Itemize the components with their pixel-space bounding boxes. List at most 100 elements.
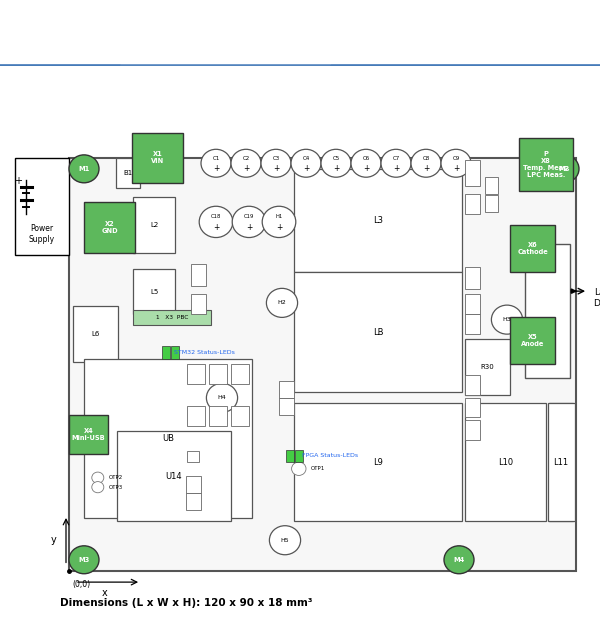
Polygon shape — [120, 0, 390, 66]
Bar — [465, 398, 480, 417]
Bar — [0, 64, 600, 65]
Bar — [465, 420, 480, 440]
Bar — [0, 64, 600, 66]
Bar — [0, 64, 600, 65]
Bar — [0, 65, 600, 66]
Text: B1: B1 — [123, 170, 133, 176]
Bar — [231, 406, 249, 426]
Bar — [0, 65, 600, 66]
Circle shape — [444, 546, 474, 573]
Bar — [0, 64, 600, 65]
Bar — [0, 64, 600, 65]
Bar — [0, 65, 600, 66]
Text: L5: L5 — [150, 289, 158, 295]
Circle shape — [201, 149, 231, 177]
Bar — [0, 65, 600, 66]
Bar — [187, 364, 205, 384]
Text: U14: U14 — [166, 472, 182, 480]
Bar — [0, 64, 600, 65]
Bar — [0, 64, 600, 65]
Bar — [0, 65, 600, 66]
Text: M1: M1 — [79, 166, 89, 172]
Text: C4: C4 — [302, 156, 310, 161]
Text: Dimensions (L x W x H): 120 x 90 x 18 mm³: Dimensions (L x W x H): 120 x 90 x 18 mm… — [60, 598, 312, 608]
Text: H5: H5 — [281, 538, 289, 543]
Bar — [465, 403, 546, 520]
Text: X1
VIN: X1 VIN — [151, 151, 164, 164]
Bar — [0, 64, 600, 65]
Circle shape — [69, 155, 99, 183]
Bar — [0, 64, 600, 65]
Bar — [0, 64, 600, 65]
Bar — [0, 64, 600, 65]
Text: x: x — [102, 588, 108, 598]
Text: y: y — [51, 535, 57, 545]
Text: L6: L6 — [92, 331, 100, 336]
Text: +: + — [213, 223, 219, 232]
Bar — [519, 138, 573, 191]
Bar — [0, 65, 600, 66]
Bar — [0, 64, 600, 65]
Text: M3: M3 — [79, 557, 89, 563]
Text: H3: H3 — [503, 317, 511, 322]
Text: UB: UB — [162, 434, 174, 443]
Text: FPGA Status-LEDs: FPGA Status-LEDs — [302, 454, 358, 459]
Bar — [133, 270, 175, 314]
Bar — [0, 65, 600, 66]
Bar — [209, 406, 227, 426]
Text: LB: LB — [373, 328, 383, 337]
Bar — [231, 364, 249, 384]
Bar — [485, 195, 498, 212]
Bar — [117, 431, 231, 520]
Circle shape — [261, 149, 291, 177]
Bar — [84, 202, 135, 253]
Circle shape — [232, 207, 266, 238]
Bar — [0, 64, 600, 66]
Bar — [0, 64, 600, 65]
Bar — [0, 65, 600, 66]
Bar — [116, 158, 140, 188]
Circle shape — [69, 546, 99, 573]
Bar — [0, 64, 600, 65]
Bar — [0, 64, 600, 65]
Text: C7: C7 — [392, 156, 400, 161]
Bar — [0, 64, 600, 65]
Bar — [0, 64, 600, 65]
Bar — [0, 65, 600, 66]
Text: OTP3: OTP3 — [109, 485, 123, 490]
Bar — [69, 158, 576, 571]
Circle shape — [92, 472, 104, 483]
Bar — [548, 403, 575, 520]
Text: M4: M4 — [454, 557, 464, 563]
Bar — [0, 65, 600, 66]
Text: L3: L3 — [373, 216, 383, 225]
Text: L11: L11 — [553, 457, 569, 467]
Bar — [0, 64, 600, 65]
Bar — [0, 64, 600, 65]
Bar — [0, 64, 600, 65]
Bar — [73, 306, 118, 361]
Bar — [0, 65, 600, 66]
Bar — [186, 476, 201, 493]
Circle shape — [231, 149, 261, 177]
Bar — [0, 65, 600, 66]
Bar — [0, 65, 600, 66]
Text: STM32 Status-LEDs: STM32 Status-LEDs — [173, 350, 235, 355]
Text: +: + — [393, 163, 399, 173]
Text: +: + — [333, 163, 339, 173]
Bar — [0, 64, 600, 65]
Bar — [0, 64, 600, 65]
Text: +: + — [273, 163, 279, 173]
Bar — [0, 65, 600, 66]
Bar — [0, 64, 600, 65]
Text: +: + — [14, 176, 22, 186]
Bar — [0, 64, 600, 65]
Text: C18: C18 — [211, 215, 221, 220]
Bar — [0, 64, 600, 65]
Bar — [0, 65, 600, 66]
Bar — [0, 64, 600, 65]
Bar — [465, 295, 480, 314]
Bar — [0, 65, 600, 66]
Text: +: + — [243, 163, 249, 173]
Text: C19: C19 — [244, 215, 254, 220]
